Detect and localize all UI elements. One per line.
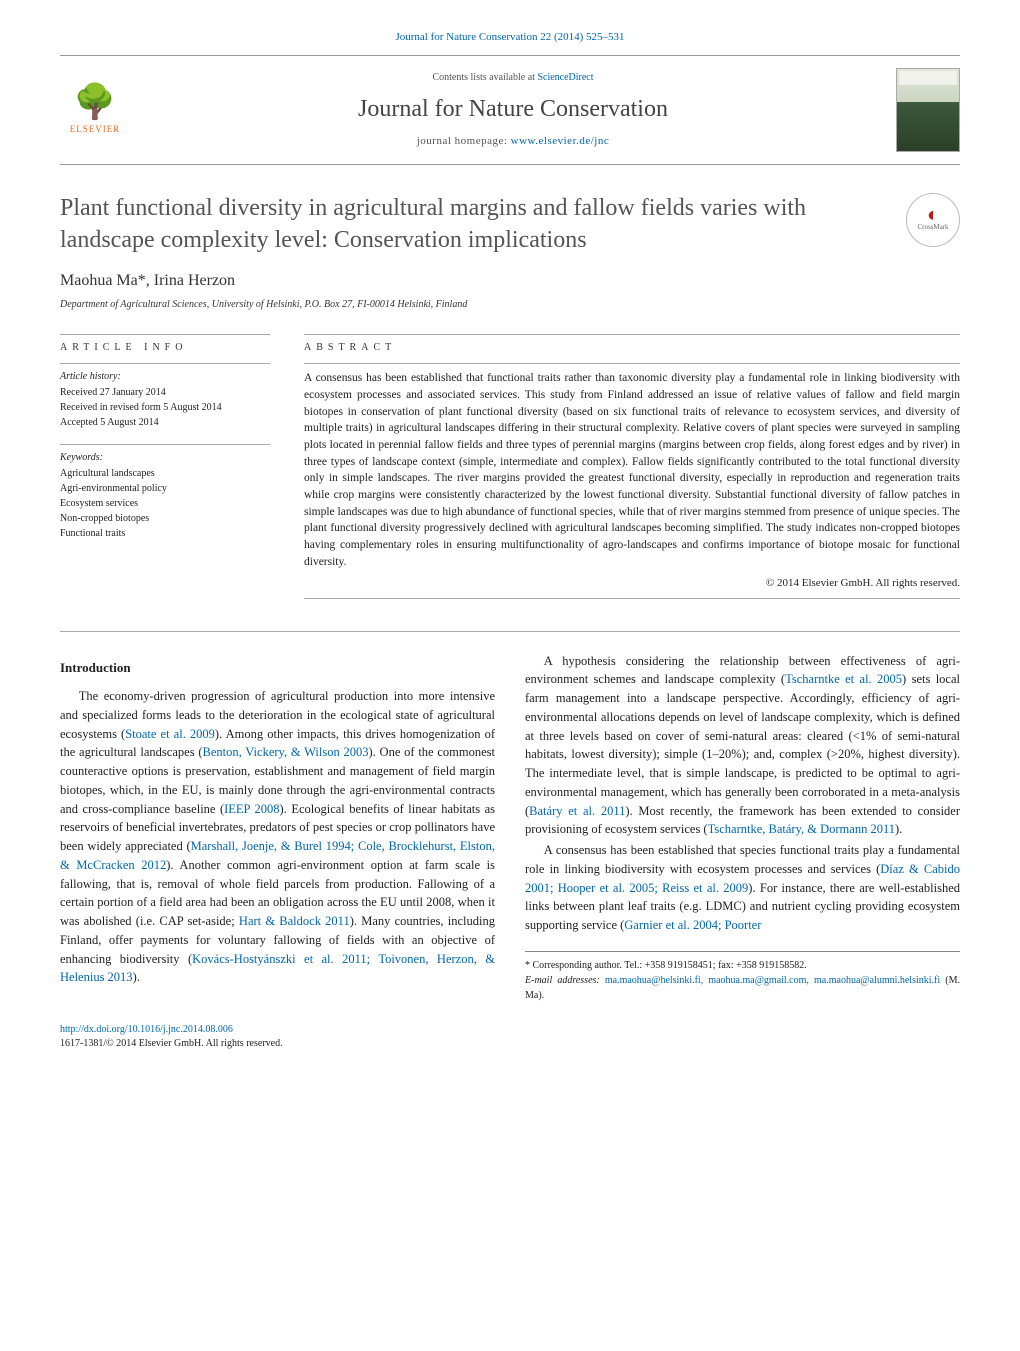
- doi-link[interactable]: http://dx.doi.org/10.1016/j.jnc.2014.08.…: [60, 1024, 233, 1035]
- article-history: Article history: Received 27 January 201…: [60, 370, 270, 430]
- body-columns: Introduction The economy-driven progress…: [60, 652, 960, 1003]
- journal-title: Journal for Nature Conservation: [148, 93, 878, 127]
- body-text: ).: [895, 822, 902, 836]
- keywords-block: Keywords: Agricultural landscapes Agri-e…: [60, 451, 270, 541]
- rule: [60, 363, 270, 364]
- abstract-text: A consensus has been established that fu…: [304, 370, 960, 570]
- rule: [60, 334, 270, 335]
- abstract-heading: ABSTRACT: [304, 341, 960, 355]
- citation-link[interactable]: Garnier et al. 2004; Poorter: [624, 918, 761, 932]
- crossmark-icon: ◐: [927, 207, 939, 223]
- contents-available-label: Contents lists available at: [432, 72, 537, 83]
- section-heading-introduction: Introduction: [60, 658, 495, 678]
- rule: [304, 598, 960, 599]
- citation-link[interactable]: Batáry et al. 2011: [529, 804, 625, 818]
- author-email-link[interactable]: ma.maohua@helsinki.fi, maohua.ma@gmail.c…: [605, 975, 940, 986]
- journal-cover-thumbnail: [896, 68, 960, 152]
- history-label: Article history:: [60, 370, 270, 384]
- journal-homepage-link[interactable]: www.elsevier.de/jnc: [511, 135, 610, 147]
- doi-block: http://dx.doi.org/10.1016/j.jnc.2014.08.…: [60, 1023, 960, 1051]
- citation-link[interactable]: Tscharntke et al. 2005: [785, 672, 902, 686]
- article-info-column: ARTICLE INFO Article history: Received 2…: [60, 334, 270, 604]
- body-text: ) sets local farm management into a land…: [525, 672, 960, 817]
- citation-link[interactable]: Hart & Baldock 2011: [239, 914, 350, 928]
- body-text: ).: [133, 970, 140, 984]
- article-info-heading: ARTICLE INFO: [60, 341, 270, 355]
- affiliation: Department of Agricultural Sciences, Uni…: [60, 298, 960, 312]
- keywords-label: Keywords:: [60, 451, 270, 465]
- contents-available-line: Contents lists available at ScienceDirec…: [148, 71, 878, 85]
- citation-link[interactable]: IEEP 2008: [224, 802, 279, 816]
- keyword: Functional traits: [60, 527, 270, 541]
- citation-link[interactable]: Stoate et al. 2009: [125, 727, 215, 741]
- journal-homepage-label: journal homepage:: [417, 135, 511, 147]
- journal-header-center: Contents lists available at ScienceDirec…: [148, 71, 878, 150]
- crossmark-label: CrossMark: [917, 223, 948, 233]
- elsevier-wordmark: ELSEVIER: [70, 123, 121, 136]
- elsevier-logo: 🌳 ELSEVIER: [60, 73, 130, 148]
- body-paragraph: A hypothesis considering the relationshi…: [525, 652, 960, 840]
- keyword: Non-cropped biotopes: [60, 512, 270, 526]
- article-title: Plant functional diversity in agricultur…: [60, 193, 890, 255]
- rule: [60, 631, 960, 632]
- citation-link[interactable]: Tscharntke, Batáry, & Dormann 2011: [708, 822, 895, 836]
- history-revised: Received in revised form 5 August 2014: [60, 401, 270, 415]
- keyword: Ecosystem services: [60, 497, 270, 511]
- rule: [60, 444, 270, 445]
- abstract-copyright: © 2014 Elsevier GmbH. All rights reserve…: [304, 576, 960, 591]
- info-abstract-row: ARTICLE INFO Article history: Received 2…: [60, 334, 960, 604]
- rule: [304, 334, 960, 335]
- history-accepted: Accepted 5 August 2014: [60, 416, 270, 430]
- issn-copyright-line: 1617-1381/© 2014 Elsevier GmbH. All righ…: [60, 1038, 283, 1049]
- email-label: E-mail addresses:: [525, 975, 605, 986]
- email-footnote: E-mail addresses: ma.maohua@helsinki.fi,…: [525, 973, 960, 1003]
- footnotes: * Corresponding author. Tel.: +358 91915…: [525, 951, 960, 1003]
- crossmark-badge[interactable]: ◐ CrossMark: [906, 193, 960, 247]
- citation-link[interactable]: Benton, Vickery, & Wilson 2003: [203, 745, 369, 759]
- sciencedirect-link[interactable]: ScienceDirect: [537, 72, 593, 83]
- history-received: Received 27 January 2014: [60, 386, 270, 400]
- title-row: Plant functional diversity in agricultur…: [60, 193, 960, 255]
- journal-homepage-line: journal homepage: www.elsevier.de/jnc: [148, 134, 878, 149]
- body-paragraph: The economy-driven progression of agricu…: [60, 687, 495, 987]
- elsevier-tree-icon: 🌳: [74, 86, 116, 120]
- keyword: Agricultural landscapes: [60, 467, 270, 481]
- rule: [304, 363, 960, 364]
- journal-header: 🌳 ELSEVIER Contents lists available at S…: [60, 55, 960, 165]
- body-paragraph: A consensus has been established that sp…: [525, 841, 960, 935]
- abstract-column: ABSTRACT A consensus has been establishe…: [304, 334, 960, 604]
- running-citation: Journal for Nature Conservation 22 (2014…: [60, 30, 960, 45]
- keyword: Agri-environmental policy: [60, 482, 270, 496]
- body-text: set-aside;: [188, 914, 239, 928]
- corresponding-author-footnote: * Corresponding author. Tel.: +358 91915…: [525, 958, 960, 973]
- authors-line: Maohua Ma*, Irina Herzon: [60, 270, 960, 292]
